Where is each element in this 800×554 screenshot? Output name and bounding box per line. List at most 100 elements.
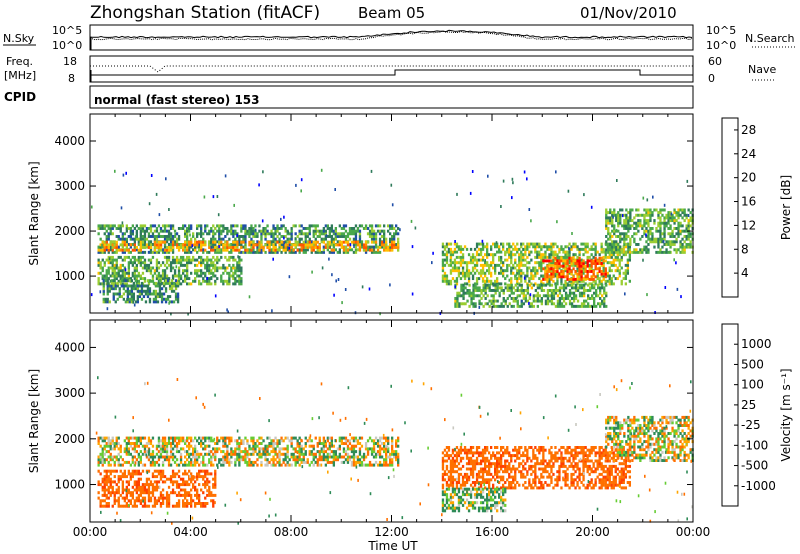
heatmap-cell	[165, 255, 169, 259]
heatmap-cell	[546, 272, 549, 276]
heatmap-cell	[473, 255, 477, 259]
heatmap-cell	[97, 248, 100, 252]
heatmap-cell	[470, 294, 473, 298]
heatmap-cell	[204, 224, 207, 228]
heatmap-cell	[572, 304, 576, 308]
heatmap-cell	[238, 240, 241, 244]
heatmap-cell	[134, 279, 138, 283]
heatmap-cell	[107, 480, 110, 484]
heatmap-cell	[169, 232, 173, 236]
heatmap-cell	[316, 463, 319, 467]
heatmap-cell	[548, 267, 551, 271]
heatmap-cell	[647, 221, 650, 225]
heatmap-cell	[474, 304, 477, 308]
heatmap-cell	[560, 286, 564, 290]
heatmap-cell	[106, 292, 109, 296]
heatmap-cell	[504, 250, 507, 254]
heatmap-cell	[119, 463, 122, 467]
heatmap-cell	[129, 245, 133, 249]
heatmap-cell	[459, 277, 463, 281]
heatmap-cell	[216, 258, 219, 262]
heatmap-cell	[380, 243, 384, 247]
heatmap-cell	[206, 436, 209, 440]
heatmap-cell	[147, 269, 151, 273]
heatmap-cell	[530, 271, 533, 275]
heatmap-cell	[540, 279, 543, 283]
heatmap-cell	[344, 229, 348, 233]
heatmap-cell	[627, 224, 630, 228]
heatmap-cell	[609, 216, 612, 220]
heatmap-cell	[498, 304, 501, 308]
heatmap-cell	[486, 263, 489, 267]
heatmap-cell	[605, 216, 608, 220]
heatmap-cell	[125, 444, 129, 448]
heatmap-cell	[606, 271, 609, 275]
heatmap-cell	[603, 299, 606, 303]
heatmap-cell	[318, 229, 321, 233]
heatmap-cell	[628, 247, 632, 251]
heatmap-cell	[224, 248, 227, 252]
heatmap-cell	[612, 253, 615, 257]
heatmap-cell	[252, 450, 255, 454]
heatmap-cell	[177, 463, 181, 467]
heatmap-cell	[454, 297, 457, 300]
heatmap-cell	[554, 256, 557, 260]
heatmap-cell	[619, 232, 622, 236]
heatmap-cell	[264, 463, 267, 467]
heatmap-cell	[101, 504, 104, 508]
heatmap-cell	[276, 250, 279, 254]
heatmap-cell	[196, 243, 199, 247]
heatmap-cell	[352, 458, 356, 462]
heatmap-cell	[186, 232, 189, 236]
heatmap-cell	[278, 248, 281, 252]
heatmap-cell	[556, 302, 560, 306]
heatmap-cell	[564, 286, 568, 290]
heatmap-cell	[580, 304, 584, 308]
heatmap-cell	[358, 235, 362, 238]
heatmap-cell	[465, 269, 469, 273]
heatmap-cell	[516, 250, 519, 254]
heatmap-cell	[506, 250, 509, 254]
heatmap-cell	[675, 227, 678, 230]
heatmap-cell	[143, 243, 147, 246]
nsearch-tick-bottom: 10^0	[706, 39, 736, 52]
heatmap-cell	[103, 274, 106, 278]
heatmap-cell	[622, 253, 625, 257]
heatmap-cell	[149, 442, 153, 445]
heatmap-cell	[354, 444, 358, 448]
heatmap-cell	[258, 442, 261, 445]
heatmap-cell	[308, 232, 311, 236]
heatmap-cell	[578, 253, 581, 257]
heatmap-cell	[626, 258, 630, 262]
heatmap-cell	[230, 450, 233, 454]
heatmap-cell	[314, 237, 317, 241]
heatmap-cell	[115, 243, 118, 247]
heatmap-cell	[540, 255, 543, 259]
colorbar-tick-label: 20	[741, 171, 756, 185]
heatmap-cell	[333, 293, 335, 297]
heatmap-cell	[312, 224, 315, 228]
heatmap-cell	[240, 235, 243, 238]
heatmap-cell	[558, 304, 562, 308]
heatmap-cell	[520, 253, 523, 257]
heatmap-cell	[512, 266, 515, 270]
heatmap-cell	[212, 274, 215, 278]
heatmap-cell	[550, 289, 554, 292]
heatmap-cell	[570, 262, 573, 265]
heatmap-cell	[125, 240, 129, 244]
heatmap-cell	[194, 460, 197, 464]
heatmap-cell	[314, 246, 317, 249]
heatmap-cell	[173, 455, 177, 459]
heatmap-cell	[594, 275, 597, 279]
heatmap-cell	[584, 264, 587, 268]
heatmap-cell	[129, 436, 133, 440]
heatmap-cell	[554, 262, 557, 265]
heatmap-cell	[111, 227, 114, 230]
heatmap-cell	[399, 228, 401, 232]
heatmap-cell	[465, 263, 469, 267]
heatmap-cell	[173, 271, 177, 275]
heatmap-cell	[127, 235, 131, 238]
heatmap-cell	[604, 279, 607, 283]
heatmap-cell	[123, 243, 127, 247]
heatmap-cell	[459, 261, 463, 265]
